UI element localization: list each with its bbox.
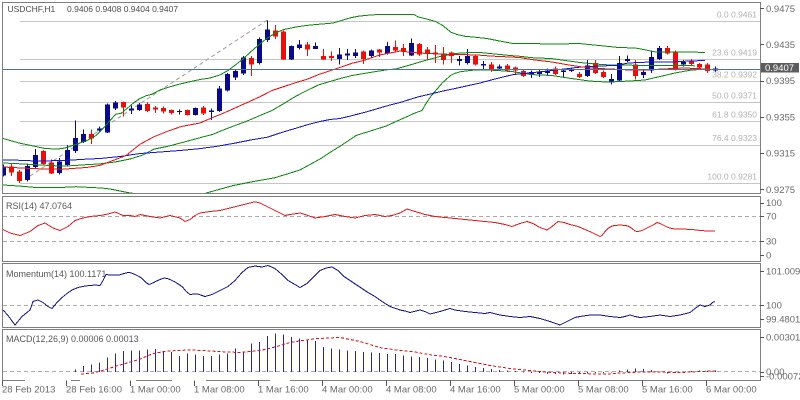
svg-text:USDCHF,H1: USDCHF,H1 [8, 4, 56, 14]
svg-text:5 Mar 00:00: 5 Mar 00:00 [514, 385, 565, 396]
svg-text:0.00301: 0.00301 [766, 333, 800, 344]
svg-text:100: 100 [766, 198, 782, 209]
svg-text:50.0 0.9371: 50.0 0.9371 [712, 91, 757, 101]
svg-text:0.00: 0.00 [766, 367, 785, 378]
svg-text:38.2 0.9392: 38.2 0.9392 [712, 70, 757, 80]
svg-text:23.6 0.9419: 23.6 0.9419 [712, 48, 757, 58]
svg-text:1 Mar 00:00: 1 Mar 00:00 [130, 385, 181, 396]
svg-text:4 Mar 08:00: 4 Mar 08:00 [386, 385, 437, 396]
svg-text:61.8 0.9350: 61.8 0.9350 [712, 110, 757, 120]
svg-text:5 Mar 16:00: 5 Mar 16:00 [642, 385, 693, 396]
svg-text:0.9315: 0.9315 [766, 149, 795, 160]
svg-text:0.9395: 0.9395 [766, 76, 795, 87]
svg-text:76.4 0.9323: 76.4 0.9323 [712, 133, 757, 143]
svg-text:0.9407: 0.9407 [765, 63, 794, 74]
svg-text:28 Feb 2013: 28 Feb 2013 [2, 385, 55, 396]
svg-text:70: 70 [766, 212, 777, 223]
svg-text:0: 0 [766, 250, 771, 261]
svg-text:Momentum(14) 100.1171: Momentum(14) 100.1171 [6, 269, 106, 279]
svg-text:0.9406 0.9408 0.9404 0.9407: 0.9406 0.9408 0.9404 0.9407 [67, 4, 178, 14]
svg-text:0.9475: 0.9475 [766, 4, 795, 15]
svg-text:1 Mar 08:00: 1 Mar 08:00 [194, 385, 245, 396]
svg-text:MACD(12,26,9) 0.00006 0.00013: MACD(12,26,9) 0.00006 0.00013 [6, 334, 139, 344]
svg-text:100.0 0.9281: 100.0 0.9281 [707, 172, 757, 182]
svg-text:-0.00072: -0.00072 [766, 371, 800, 382]
svg-text:0.9355: 0.9355 [766, 112, 795, 123]
svg-text:0.9275: 0.9275 [766, 185, 795, 196]
svg-text:5 Mar 08:00: 5 Mar 08:00 [578, 385, 629, 396]
svg-text:100: 100 [766, 301, 782, 312]
svg-text:0.0 0.9461: 0.0 0.9461 [717, 10, 757, 20]
svg-text:30: 30 [766, 237, 777, 248]
svg-text:101.0094: 101.0094 [766, 267, 800, 278]
svg-text:4 Mar 00:00: 4 Mar 00:00 [322, 385, 373, 396]
svg-text:4 Mar 16:00: 4 Mar 16:00 [450, 385, 501, 396]
svg-text:0.9435: 0.9435 [766, 40, 795, 51]
svg-text:RSI(14) 47.0764: RSI(14) 47.0764 [6, 201, 72, 211]
svg-text:1 Mar 16:00: 1 Mar 16:00 [258, 385, 309, 396]
svg-text:99.4801: 99.4801 [766, 314, 800, 325]
svg-text:28 Feb 16:00: 28 Feb 16:00 [66, 385, 122, 396]
svg-text:6 Mar 00:00: 6 Mar 00:00 [706, 385, 757, 396]
